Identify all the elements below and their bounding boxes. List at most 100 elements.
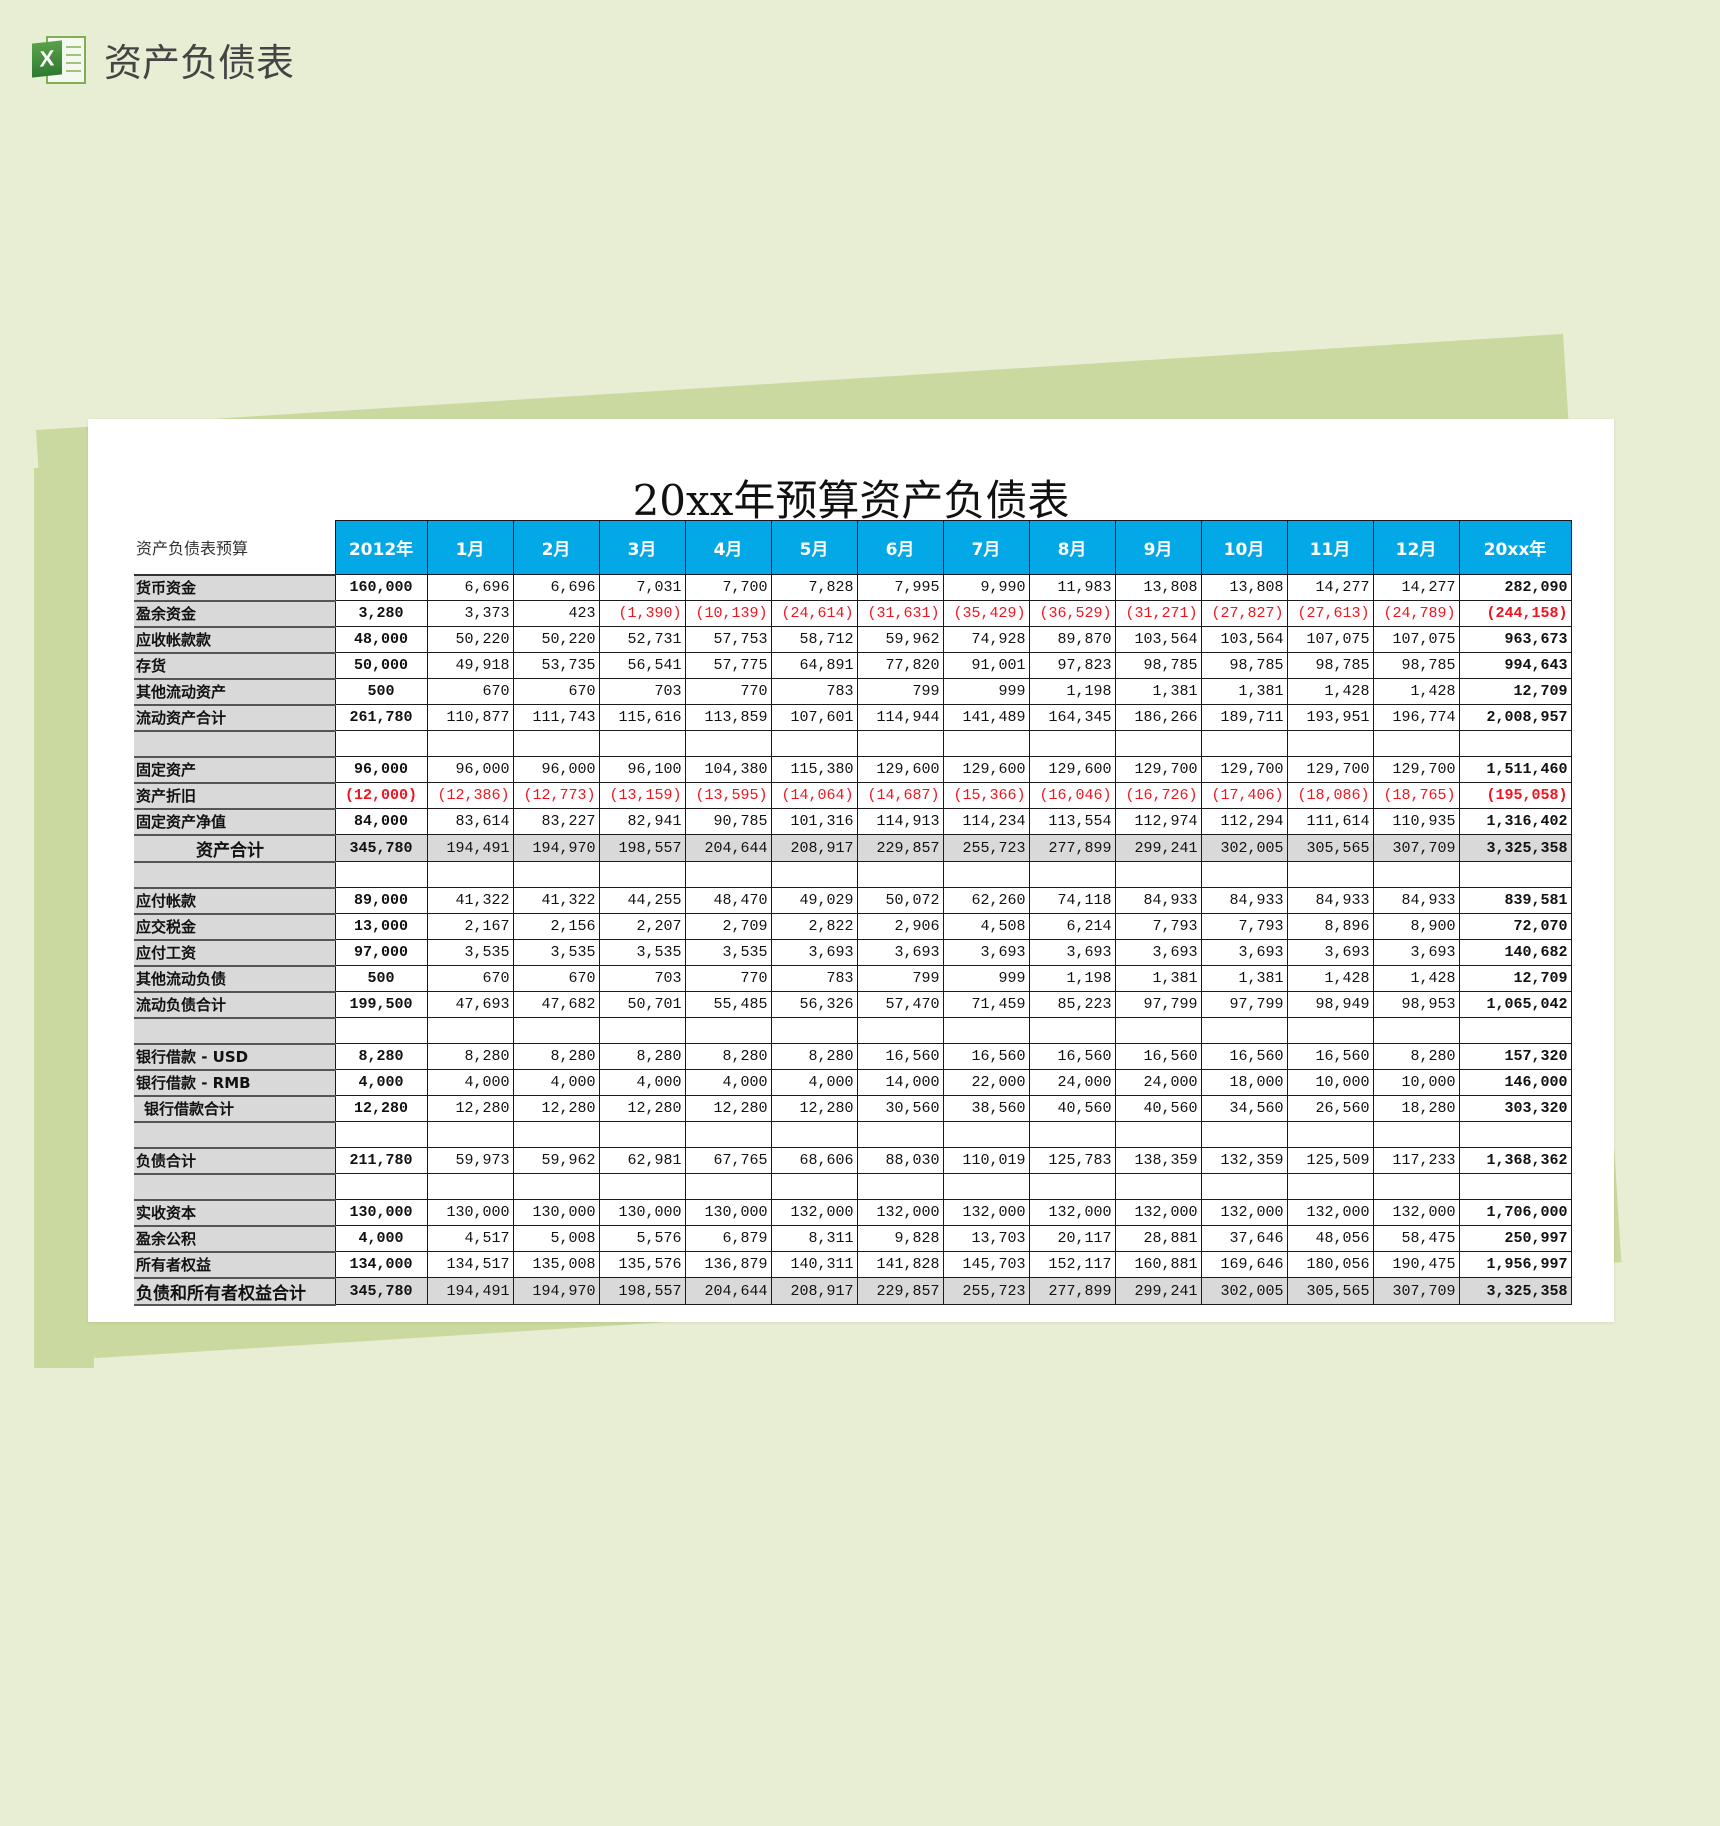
row-label[interactable]: 资产合计 (134, 834, 336, 863)
table-cell[interactable] (334, 730, 428, 757)
table-cell[interactable]: 52,731 (598, 626, 686, 653)
table-cell[interactable]: 141,828 (856, 1251, 944, 1278)
table-cell[interactable]: 16,560 (1114, 1043, 1202, 1070)
table-cell[interactable]: 6,696 (512, 574, 600, 601)
table-cell[interactable]: 48,056 (1286, 1225, 1374, 1252)
table-cell[interactable]: (36,529) (1028, 600, 1116, 627)
table-cell[interactable]: 113,554 (1028, 808, 1116, 835)
table-cell[interactable]: 6,696 (426, 574, 514, 601)
table-cell[interactable]: 1,428 (1286, 965, 1374, 992)
table-cell[interactable]: 999 (942, 965, 1030, 992)
table-cell[interactable]: 103,564 (1114, 626, 1202, 653)
table-cell[interactable]: 3,693 (770, 939, 858, 966)
table-cell[interactable]: 3,325,358 (1458, 1277, 1572, 1305)
table-cell[interactable] (426, 1173, 514, 1200)
table-cell[interactable]: 9,828 (856, 1225, 944, 1252)
table-cell[interactable]: 1,198 (1028, 678, 1116, 705)
table-cell[interactable]: 146,000 (1458, 1069, 1572, 1096)
table-cell[interactable]: 112,294 (1200, 808, 1288, 835)
table-cell[interactable]: 7,700 (684, 574, 772, 601)
table-cell[interactable]: 3,693 (942, 939, 1030, 966)
table-cell[interactable]: 96,000 (334, 756, 428, 783)
table-cell[interactable]: 194,970 (512, 834, 600, 862)
table-cell[interactable]: 98,785 (1372, 652, 1460, 679)
table-cell[interactable]: 204,644 (684, 834, 772, 862)
table-cell[interactable]: 132,000 (1028, 1199, 1116, 1226)
table-cell[interactable]: 6,879 (684, 1225, 772, 1252)
table-cell[interactable] (334, 1173, 428, 1200)
table-cell[interactable]: 1,381 (1114, 678, 1202, 705)
table-cell[interactable]: 138,359 (1114, 1147, 1202, 1174)
table-cell[interactable] (598, 1173, 686, 1200)
table-cell[interactable]: (12,000) (334, 782, 428, 809)
table-cell[interactable]: 135,576 (598, 1251, 686, 1278)
table-cell[interactable]: 12,280 (598, 1095, 686, 1122)
table-cell[interactable]: 255,723 (942, 834, 1030, 862)
table-cell[interactable]: 1,381 (1114, 965, 1202, 992)
table-cell[interactable] (1200, 1173, 1288, 1200)
table-cell[interactable]: 129,600 (1028, 756, 1116, 783)
table-cell[interactable] (1372, 1121, 1460, 1148)
row-label[interactable]: 固定资产净值 (134, 808, 336, 836)
table-cell[interactable]: 40,560 (1114, 1095, 1202, 1122)
table-cell[interactable]: 107,601 (770, 704, 858, 731)
table-cell[interactable] (1028, 1173, 1116, 1200)
table-cell[interactable] (1458, 730, 1572, 757)
table-cell[interactable] (942, 1017, 1030, 1044)
table-cell[interactable]: 16,560 (1286, 1043, 1374, 1070)
table-cell[interactable]: 50,220 (512, 626, 600, 653)
table-cell[interactable]: 1,428 (1286, 678, 1374, 705)
table-cell[interactable]: 84,933 (1200, 887, 1288, 914)
table-cell[interactable]: 115,616 (598, 704, 686, 731)
table-cell[interactable]: 50,701 (598, 991, 686, 1018)
table-cell[interactable]: 307,709 (1372, 1277, 1460, 1305)
row-label[interactable]: 应付帐款 (134, 887, 336, 915)
table-cell[interactable]: 799 (856, 678, 944, 705)
table-cell[interactable]: 84,933 (1286, 887, 1374, 914)
table-cell[interactable]: 199,500 (334, 991, 428, 1018)
table-cell[interactable] (856, 1017, 944, 1044)
table-cell[interactable]: 132,000 (1200, 1199, 1288, 1226)
row-label[interactable]: 应付工资 (134, 939, 336, 967)
table-cell[interactable] (770, 1017, 858, 1044)
table-cell[interactable]: 2,207 (598, 913, 686, 940)
table-cell[interactable]: 299,241 (1114, 834, 1202, 862)
table-cell[interactable]: 4,000 (684, 1069, 772, 1096)
table-cell[interactable] (684, 861, 772, 888)
table-cell[interactable] (1458, 1017, 1572, 1044)
table-cell[interactable]: 307,709 (1372, 834, 1460, 862)
table-cell[interactable]: 1,316,402 (1458, 808, 1572, 835)
table-cell[interactable]: 50,000 (334, 652, 428, 679)
table-cell[interactable]: 132,000 (1372, 1199, 1460, 1226)
table-cell[interactable] (598, 861, 686, 888)
table-cell[interactable]: 103,564 (1200, 626, 1288, 653)
table-cell[interactable] (1114, 730, 1202, 757)
table-cell[interactable]: 30,560 (856, 1095, 944, 1122)
table-cell[interactable]: 132,000 (942, 1199, 1030, 1226)
table-cell[interactable]: 670 (512, 678, 600, 705)
row-label[interactable] (134, 861, 336, 889)
table-cell[interactable]: (18,765) (1372, 782, 1460, 809)
row-label[interactable]: 盈余资金 (134, 600, 336, 628)
table-cell[interactable]: 1,198 (1028, 965, 1116, 992)
table-cell[interactable]: 59,962 (856, 626, 944, 653)
table-cell[interactable]: 18,280 (1372, 1095, 1460, 1122)
table-cell[interactable]: 129,700 (1114, 756, 1202, 783)
table-cell[interactable]: 58,712 (770, 626, 858, 653)
table-cell[interactable]: 3,693 (1200, 939, 1288, 966)
table-cell[interactable] (856, 861, 944, 888)
table-cell[interactable]: 8,900 (1372, 913, 1460, 940)
table-cell[interactable]: 194,970 (512, 1277, 600, 1305)
column-header[interactable]: 6月 (856, 520, 944, 575)
row-label[interactable] (134, 730, 336, 758)
table-cell[interactable]: 135,008 (512, 1251, 600, 1278)
table-cell[interactable]: (13,159) (598, 782, 686, 809)
table-cell[interactable] (334, 1017, 428, 1044)
table-cell[interactable]: 98,953 (1372, 991, 1460, 1018)
table-cell[interactable]: (1,390) (598, 600, 686, 627)
table-cell[interactable]: 107,075 (1372, 626, 1460, 653)
table-cell[interactable]: 194,491 (426, 1277, 514, 1305)
table-cell[interactable]: 111,743 (512, 704, 600, 731)
table-cell[interactable]: 112,974 (1114, 808, 1202, 835)
table-cell[interactable]: 11,983 (1028, 574, 1116, 601)
